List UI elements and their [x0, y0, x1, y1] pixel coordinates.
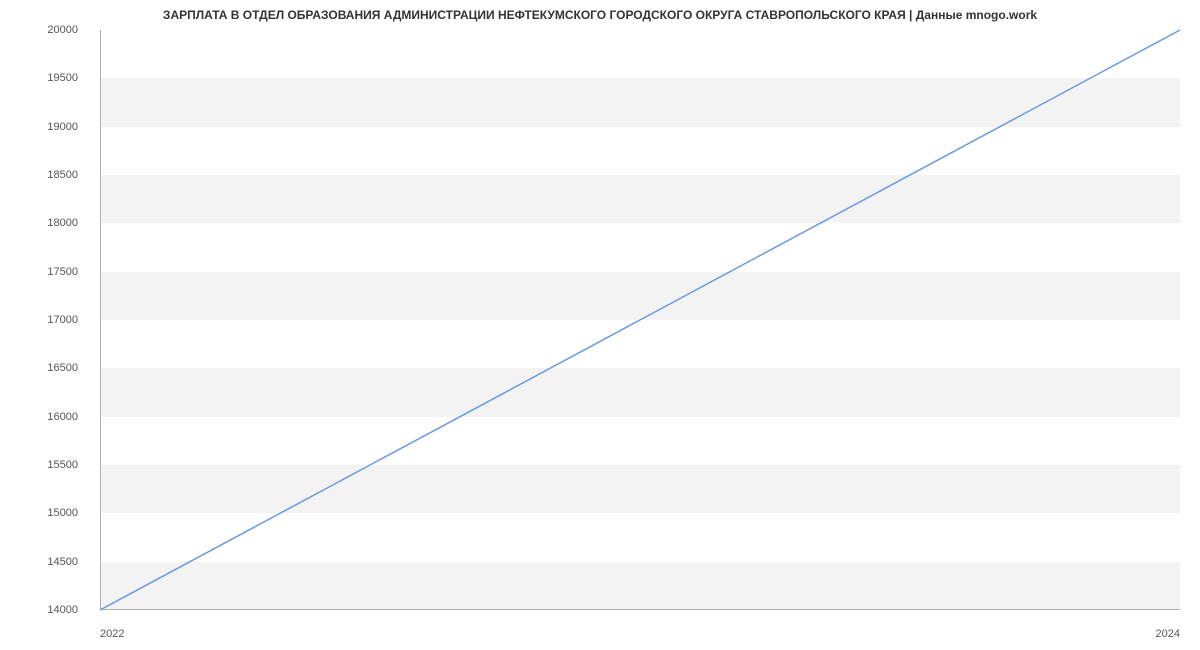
- chart-plot-area: 1400014500150001550016000165001700017500…: [100, 30, 1180, 610]
- x-tick-label: 2024: [1156, 628, 1180, 640]
- y-tick-label: 14500: [47, 556, 78, 568]
- y-tick-label: 15000: [47, 507, 78, 519]
- y-tick-label: 16000: [47, 411, 78, 423]
- y-tick-label: 19000: [47, 121, 78, 133]
- y-tick-label: 19500: [47, 72, 78, 84]
- line-series-layer: [100, 30, 1180, 610]
- series-line: [100, 30, 1180, 610]
- y-tick-label: 17000: [47, 314, 78, 326]
- y-tick-label: 20000: [47, 24, 78, 36]
- y-tick-label: 17500: [47, 266, 78, 278]
- x-tick-label: 2022: [100, 628, 124, 640]
- y-tick-label: 15500: [47, 459, 78, 471]
- chart-title: ЗАРПЛАТА В ОТДЕЛ ОБРАЗОВАНИЯ АДМИНИСТРАЦ…: [0, 0, 1200, 26]
- y-tick-label: 14000: [47, 604, 78, 616]
- y-tick-label: 18000: [47, 217, 78, 229]
- y-tick-label: 16500: [47, 362, 78, 374]
- y-tick-label: 18500: [47, 169, 78, 181]
